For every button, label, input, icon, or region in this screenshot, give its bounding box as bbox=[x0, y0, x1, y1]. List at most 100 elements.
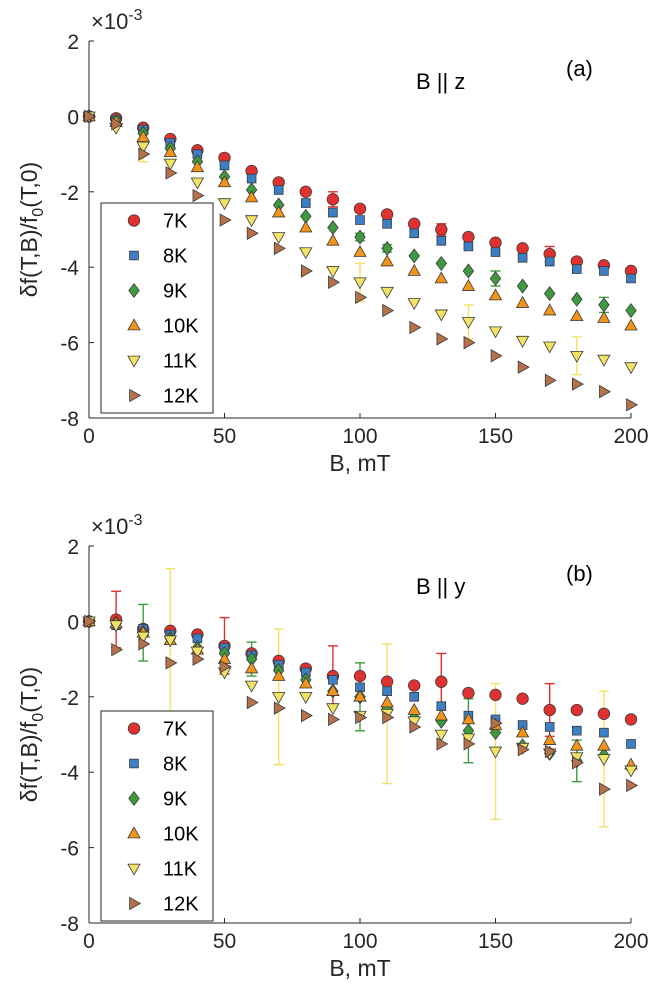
legend-marker-8K bbox=[129, 758, 139, 769]
data-point-11K bbox=[624, 362, 638, 375]
data-point-7K bbox=[408, 679, 421, 692]
legend-label: 9K bbox=[163, 789, 188, 811]
legend-label: 8K bbox=[163, 246, 188, 268]
data-point-8K bbox=[355, 682, 365, 693]
data-point-10K bbox=[271, 668, 286, 681]
data-point-12K bbox=[382, 710, 395, 725]
data-point-7K bbox=[353, 202, 367, 215]
data-point-12K bbox=[111, 117, 124, 131]
chart-panel-b: 0 50 100 150 200 2 0 -2 -4 -6 -8 ×10-3 B, mT δf(T,B)/… bbox=[16, 512, 649, 981]
data-point-7K bbox=[597, 707, 611, 720]
data-point-9K bbox=[408, 248, 420, 264]
x-tick-label: 200 bbox=[613, 425, 648, 448]
data-point-8K bbox=[328, 675, 338, 685]
legend-label: 8K bbox=[163, 754, 188, 776]
data-point-10K bbox=[163, 145, 178, 158]
data-point-10K bbox=[407, 263, 421, 276]
data-point-12K bbox=[273, 701, 286, 715]
data-point-7K bbox=[435, 675, 448, 688]
data-point-7K bbox=[462, 230, 475, 244]
data-point-12K bbox=[328, 712, 341, 727]
data-point-10K bbox=[353, 244, 367, 257]
y-tick-label: -8 bbox=[60, 408, 79, 431]
data-point-11K bbox=[434, 729, 449, 742]
data-point-7K bbox=[462, 686, 475, 700]
legend-label: 7K bbox=[163, 719, 188, 741]
data-point-8K bbox=[382, 686, 392, 696]
legend-label: 12K bbox=[163, 894, 199, 916]
data-point-8K bbox=[544, 256, 555, 267]
data-point-11K bbox=[163, 158, 178, 171]
data-point-8K bbox=[246, 173, 257, 184]
data-point-8K bbox=[626, 273, 636, 284]
data-point-9K bbox=[543, 286, 556, 302]
data-point-8K bbox=[572, 264, 582, 274]
data-point-11K bbox=[488, 746, 503, 759]
data-point-9K bbox=[516, 278, 529, 294]
data-point-8K bbox=[328, 207, 338, 218]
x-tick-label: 0 bbox=[83, 425, 95, 448]
data-point-8K bbox=[544, 722, 555, 732]
legend-label: 11K bbox=[163, 859, 198, 881]
data-point-12K bbox=[165, 166, 178, 180]
data-point-11K bbox=[461, 317, 476, 330]
legend-marker-10K bbox=[127, 826, 141, 839]
data-point-7K bbox=[570, 703, 583, 717]
legend-marker-11K bbox=[127, 355, 141, 368]
data-point-12K bbox=[328, 275, 341, 290]
x-tick-label: 0 bbox=[83, 930, 95, 953]
data-point-9K bbox=[381, 240, 393, 256]
data-point-12K bbox=[572, 377, 584, 391]
data-point-8K bbox=[409, 228, 419, 239]
data-point-9K bbox=[598, 297, 610, 313]
data-point-11K bbox=[217, 198, 232, 211]
data-point-8K bbox=[626, 739, 636, 749]
data-point-11K bbox=[434, 309, 449, 322]
data-point-10K bbox=[244, 661, 259, 674]
legend-marker-12K bbox=[129, 388, 142, 403]
data-point-9K bbox=[571, 291, 583, 307]
data-point-12K bbox=[544, 373, 557, 388]
data-point-12K bbox=[436, 737, 449, 751]
x-tick-label: 200 bbox=[613, 930, 648, 953]
data-point-11K bbox=[515, 335, 530, 348]
data-point-10K bbox=[380, 254, 394, 267]
chart-panel-a: 0 50 100 150 200 2 0 -2 -4 -6 -8 ×10-3 B, mT δf(T,B)/… bbox=[16, 7, 649, 476]
data-point-12K bbox=[490, 716, 503, 730]
data-point-9K bbox=[462, 263, 475, 279]
data-point-12K bbox=[544, 744, 557, 759]
data-point-8K bbox=[436, 236, 447, 246]
data-point-11K bbox=[488, 326, 503, 339]
data-point-10K bbox=[597, 310, 611, 323]
data-point-10K bbox=[299, 220, 313, 233]
data-point-12K bbox=[517, 360, 530, 374]
data-point-12K bbox=[192, 188, 205, 203]
data-point-11K bbox=[136, 141, 150, 154]
legend-label: 11K bbox=[163, 351, 198, 373]
data-point-12K bbox=[626, 778, 639, 793]
data-point-12K bbox=[301, 708, 313, 723]
data-point-10K bbox=[542, 303, 557, 316]
data-point-12K bbox=[301, 264, 313, 278]
data-point-10K bbox=[326, 233, 340, 246]
legend-marker-9K bbox=[128, 282, 140, 299]
legend-label: 10K bbox=[163, 316, 199, 338]
data-point-7K bbox=[353, 669, 367, 683]
data-point-11K bbox=[353, 277, 367, 290]
data-point-11K bbox=[570, 350, 584, 363]
legend-box bbox=[100, 202, 214, 414]
legend-marker-7K bbox=[127, 214, 141, 227]
data-point-8K bbox=[273, 185, 284, 195]
y-axis-label: δf(T,B)/f0(T,0) bbox=[16, 667, 47, 802]
data-point-10K bbox=[434, 271, 449, 284]
data-point-10K bbox=[434, 708, 449, 721]
data-point-10K bbox=[217, 175, 232, 188]
x-tick-label: 50 bbox=[213, 425, 236, 448]
data-point-7K bbox=[624, 713, 638, 726]
x-tick-label: 150 bbox=[478, 930, 513, 953]
data-point-12K bbox=[382, 303, 395, 318]
data-point-10K bbox=[570, 738, 584, 751]
data-point-8K bbox=[192, 149, 203, 159]
data-point-10K bbox=[515, 725, 530, 738]
data-point-7K bbox=[380, 675, 394, 688]
